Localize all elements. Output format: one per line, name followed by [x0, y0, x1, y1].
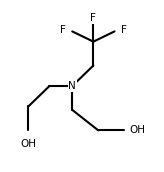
Text: F: F — [90, 13, 96, 23]
Text: F: F — [60, 25, 65, 35]
Text: N: N — [68, 81, 76, 91]
Text: F: F — [121, 25, 127, 35]
Text: OH: OH — [20, 139, 36, 149]
Text: OH: OH — [129, 125, 145, 135]
